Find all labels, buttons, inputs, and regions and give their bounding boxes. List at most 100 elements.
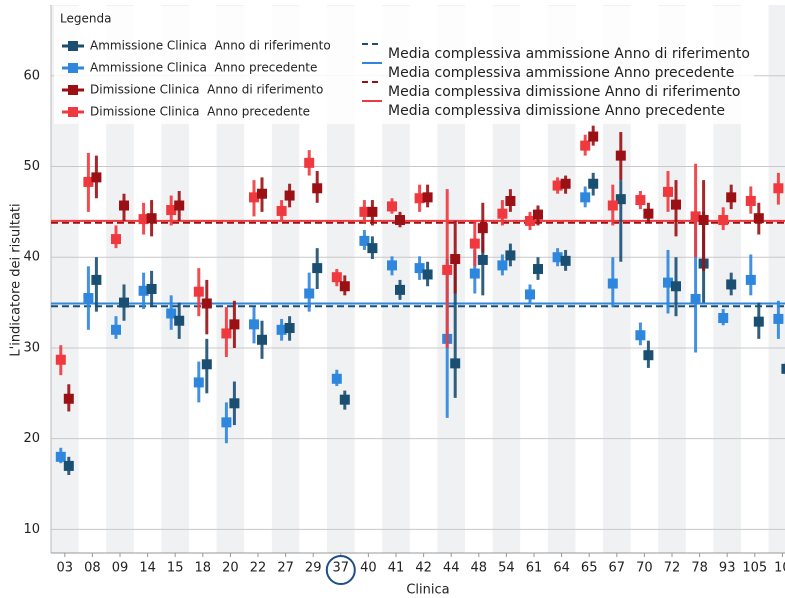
band-shade bbox=[768, 5, 785, 553]
legend-label: Media complessiva ammissione Anno preced… bbox=[388, 65, 734, 81]
marker bbox=[339, 281, 350, 292]
x-tick-label: 37 bbox=[333, 561, 350, 576]
marker bbox=[671, 199, 681, 210]
marker bbox=[359, 206, 370, 217]
legend-marker bbox=[68, 107, 78, 117]
marker bbox=[505, 195, 516, 206]
marker bbox=[533, 264, 543, 275]
marker bbox=[422, 192, 433, 203]
x-tick-label: 72 bbox=[664, 561, 681, 576]
marker bbox=[726, 192, 737, 203]
marker bbox=[450, 254, 461, 265]
marker bbox=[146, 283, 157, 294]
marker bbox=[552, 252, 563, 263]
marker bbox=[284, 190, 295, 201]
marker bbox=[533, 209, 543, 220]
highlight-circle bbox=[325, 555, 356, 585]
marker bbox=[560, 255, 571, 266]
marker bbox=[312, 183, 323, 194]
marker bbox=[249, 319, 259, 330]
marker bbox=[469, 268, 480, 279]
legend-label: Media complessiva dimissione Anno preced… bbox=[388, 103, 725, 119]
marker bbox=[773, 183, 784, 194]
marker bbox=[414, 193, 425, 204]
y-tick-label: 10 bbox=[23, 522, 40, 537]
marker bbox=[276, 205, 287, 216]
marker bbox=[588, 131, 599, 142]
marker bbox=[442, 264, 453, 275]
x-tick-label: 40 bbox=[360, 561, 377, 576]
x-tick-label: 41 bbox=[388, 561, 405, 576]
marker bbox=[698, 215, 709, 226]
x-tick-label: 54 bbox=[498, 561, 515, 576]
marker bbox=[201, 298, 212, 309]
marker bbox=[55, 451, 66, 462]
marker bbox=[359, 235, 370, 246]
x-tick-label: 42 bbox=[415, 561, 432, 576]
marker bbox=[395, 284, 405, 295]
marker bbox=[607, 278, 618, 289]
marker bbox=[146, 213, 157, 224]
legend-marker bbox=[68, 63, 78, 73]
marker bbox=[174, 315, 185, 326]
marker bbox=[615, 194, 626, 205]
marker bbox=[560, 178, 571, 189]
marker bbox=[588, 178, 599, 189]
x-tick-label: 18 bbox=[195, 561, 212, 576]
x-tick-label: 61 bbox=[526, 561, 543, 576]
x-tick-label: 65 bbox=[581, 561, 598, 576]
marker bbox=[395, 215, 405, 226]
marker bbox=[331, 272, 342, 283]
marker bbox=[718, 313, 729, 324]
marker bbox=[469, 238, 480, 249]
marker bbox=[643, 350, 654, 361]
x-tick-label: 20 bbox=[222, 561, 239, 576]
y-tick-label: 50 bbox=[23, 159, 40, 174]
marker bbox=[193, 286, 204, 297]
x-tick-label: 105 bbox=[742, 561, 767, 576]
marker bbox=[119, 297, 129, 308]
marker bbox=[55, 354, 66, 365]
y-tick-label: 20 bbox=[23, 431, 40, 446]
marker bbox=[304, 288, 315, 299]
marker bbox=[249, 192, 259, 203]
marker bbox=[525, 215, 535, 226]
marker bbox=[477, 223, 488, 234]
marker bbox=[63, 393, 74, 404]
x-tick-label: 64 bbox=[553, 561, 570, 576]
marker bbox=[643, 208, 654, 219]
x-tick-label: 70 bbox=[636, 561, 653, 576]
y-tick-label: 60 bbox=[23, 68, 40, 83]
marker bbox=[312, 263, 323, 274]
marker bbox=[166, 308, 177, 319]
legend-label: Media complessiva ammissione Anno di rif… bbox=[388, 46, 750, 62]
marker bbox=[63, 460, 74, 471]
legend-label: Media complessiva dimissione Anno di rif… bbox=[388, 84, 740, 100]
legend-marker bbox=[68, 85, 78, 95]
x-tick-label: 78 bbox=[691, 561, 708, 576]
marker bbox=[607, 200, 618, 211]
marker bbox=[414, 263, 425, 274]
marker bbox=[221, 417, 232, 428]
marker bbox=[422, 269, 433, 280]
x-tick-label: 09 bbox=[112, 561, 129, 576]
marker bbox=[615, 150, 626, 161]
x-tick-label: 14 bbox=[139, 561, 156, 576]
marker bbox=[111, 324, 121, 335]
marker bbox=[83, 176, 94, 187]
marker bbox=[580, 192, 591, 203]
marker bbox=[331, 373, 342, 384]
marker bbox=[91, 274, 102, 285]
marker bbox=[726, 279, 737, 290]
marker bbox=[477, 254, 488, 265]
marker bbox=[497, 208, 508, 219]
legend-marker bbox=[68, 41, 78, 51]
marker bbox=[221, 328, 232, 339]
marker bbox=[276, 324, 287, 335]
x-tick-label: 44 bbox=[443, 561, 460, 576]
marker bbox=[174, 200, 185, 211]
marker bbox=[525, 289, 535, 300]
marker bbox=[745, 195, 756, 206]
marker bbox=[257, 188, 267, 199]
